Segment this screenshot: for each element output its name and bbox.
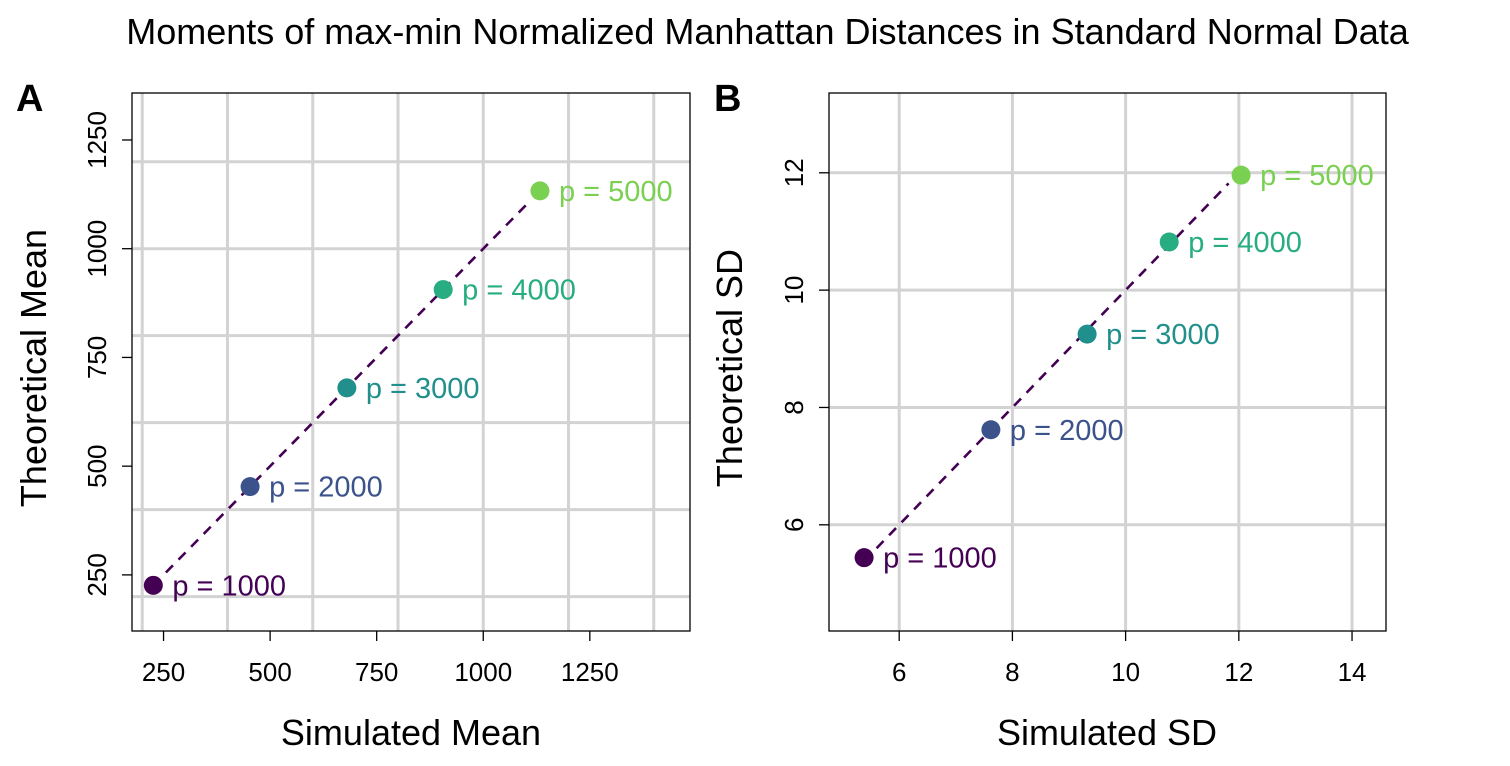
panel-a-x-tick-label: 1000 — [454, 657, 512, 687]
panel-a-x-axis-title: Simulated Mean — [281, 712, 541, 753]
panel-b-point — [1077, 324, 1097, 344]
panel-a-x-tick-label: 750 — [355, 657, 398, 687]
panel-a-x-tick-label: 500 — [248, 657, 291, 687]
panel-a-point — [433, 280, 453, 300]
panel-b-x-axis-title: Simulated SD — [997, 712, 1217, 753]
panel-b-point-label: p = 2000 — [1010, 415, 1124, 447]
panel-a-point — [240, 477, 260, 497]
panel-a-y-tick-label: 750 — [82, 336, 112, 379]
panel-b-x-tick-label: 6 — [892, 657, 906, 687]
panel-a-y-axis-title: Theoretical Mean — [13, 229, 54, 507]
panel-letter-a: A — [16, 78, 44, 120]
panel-b-point — [1231, 165, 1251, 185]
panel-a-point-label: p = 1000 — [172, 570, 286, 602]
panel-a-point — [143, 575, 163, 595]
panel-b-point-label: p = 3000 — [1106, 319, 1220, 351]
chart-title: Moments of max-min Normalized Manhattan … — [126, 11, 1409, 52]
panel-a-x-tick-label: 250 — [142, 657, 185, 687]
panel-b-y-axis-title: Theoretical SD — [709, 249, 750, 487]
panel-a-plot-frame — [131, 92, 691, 632]
panel-letter-b: B — [714, 78, 742, 120]
panel-a-point — [337, 378, 357, 398]
panel-b-point-label: p = 4000 — [1188, 227, 1302, 259]
panel-a-point-label: p = 3000 — [366, 373, 480, 405]
panel-b-y-tick-label: 6 — [779, 518, 809, 532]
panel-a-x-tick-label: 1250 — [561, 657, 619, 687]
panel-a-point — [530, 181, 550, 201]
panel-b-point — [854, 548, 874, 568]
panel-a-y-tick-label: 1250 — [82, 111, 112, 169]
panel-b-x-tick-label: 8 — [1005, 657, 1019, 687]
panel-b-y-tick-label: 8 — [779, 400, 809, 414]
panel-b-y-tick-label: 10 — [779, 276, 809, 305]
panel-a-point-label: p = 4000 — [462, 275, 576, 307]
panel-b-point — [1159, 232, 1179, 252]
panel-b-x-tick-label: 10 — [1111, 657, 1140, 687]
panel-b-point-label: p = 1000 — [883, 543, 997, 575]
panel-a-point-label: p = 5000 — [559, 176, 673, 208]
panel-a-y-tick-label: 250 — [82, 553, 112, 596]
panel-b-point-label: p = 5000 — [1260, 160, 1374, 192]
panel-a-y-tick-label: 500 — [82, 444, 112, 487]
panel-b-y-tick-label: 12 — [779, 158, 809, 187]
panel-b-point — [981, 420, 1001, 440]
panel-b-plot-frame — [828, 92, 1387, 632]
panel-b-x-tick-label: 12 — [1224, 657, 1253, 687]
panel-b-x-tick-label: 14 — [1338, 657, 1367, 687]
panel-a-point-label: p = 2000 — [269, 472, 383, 504]
panel-a-y-tick-label: 1000 — [82, 220, 112, 278]
